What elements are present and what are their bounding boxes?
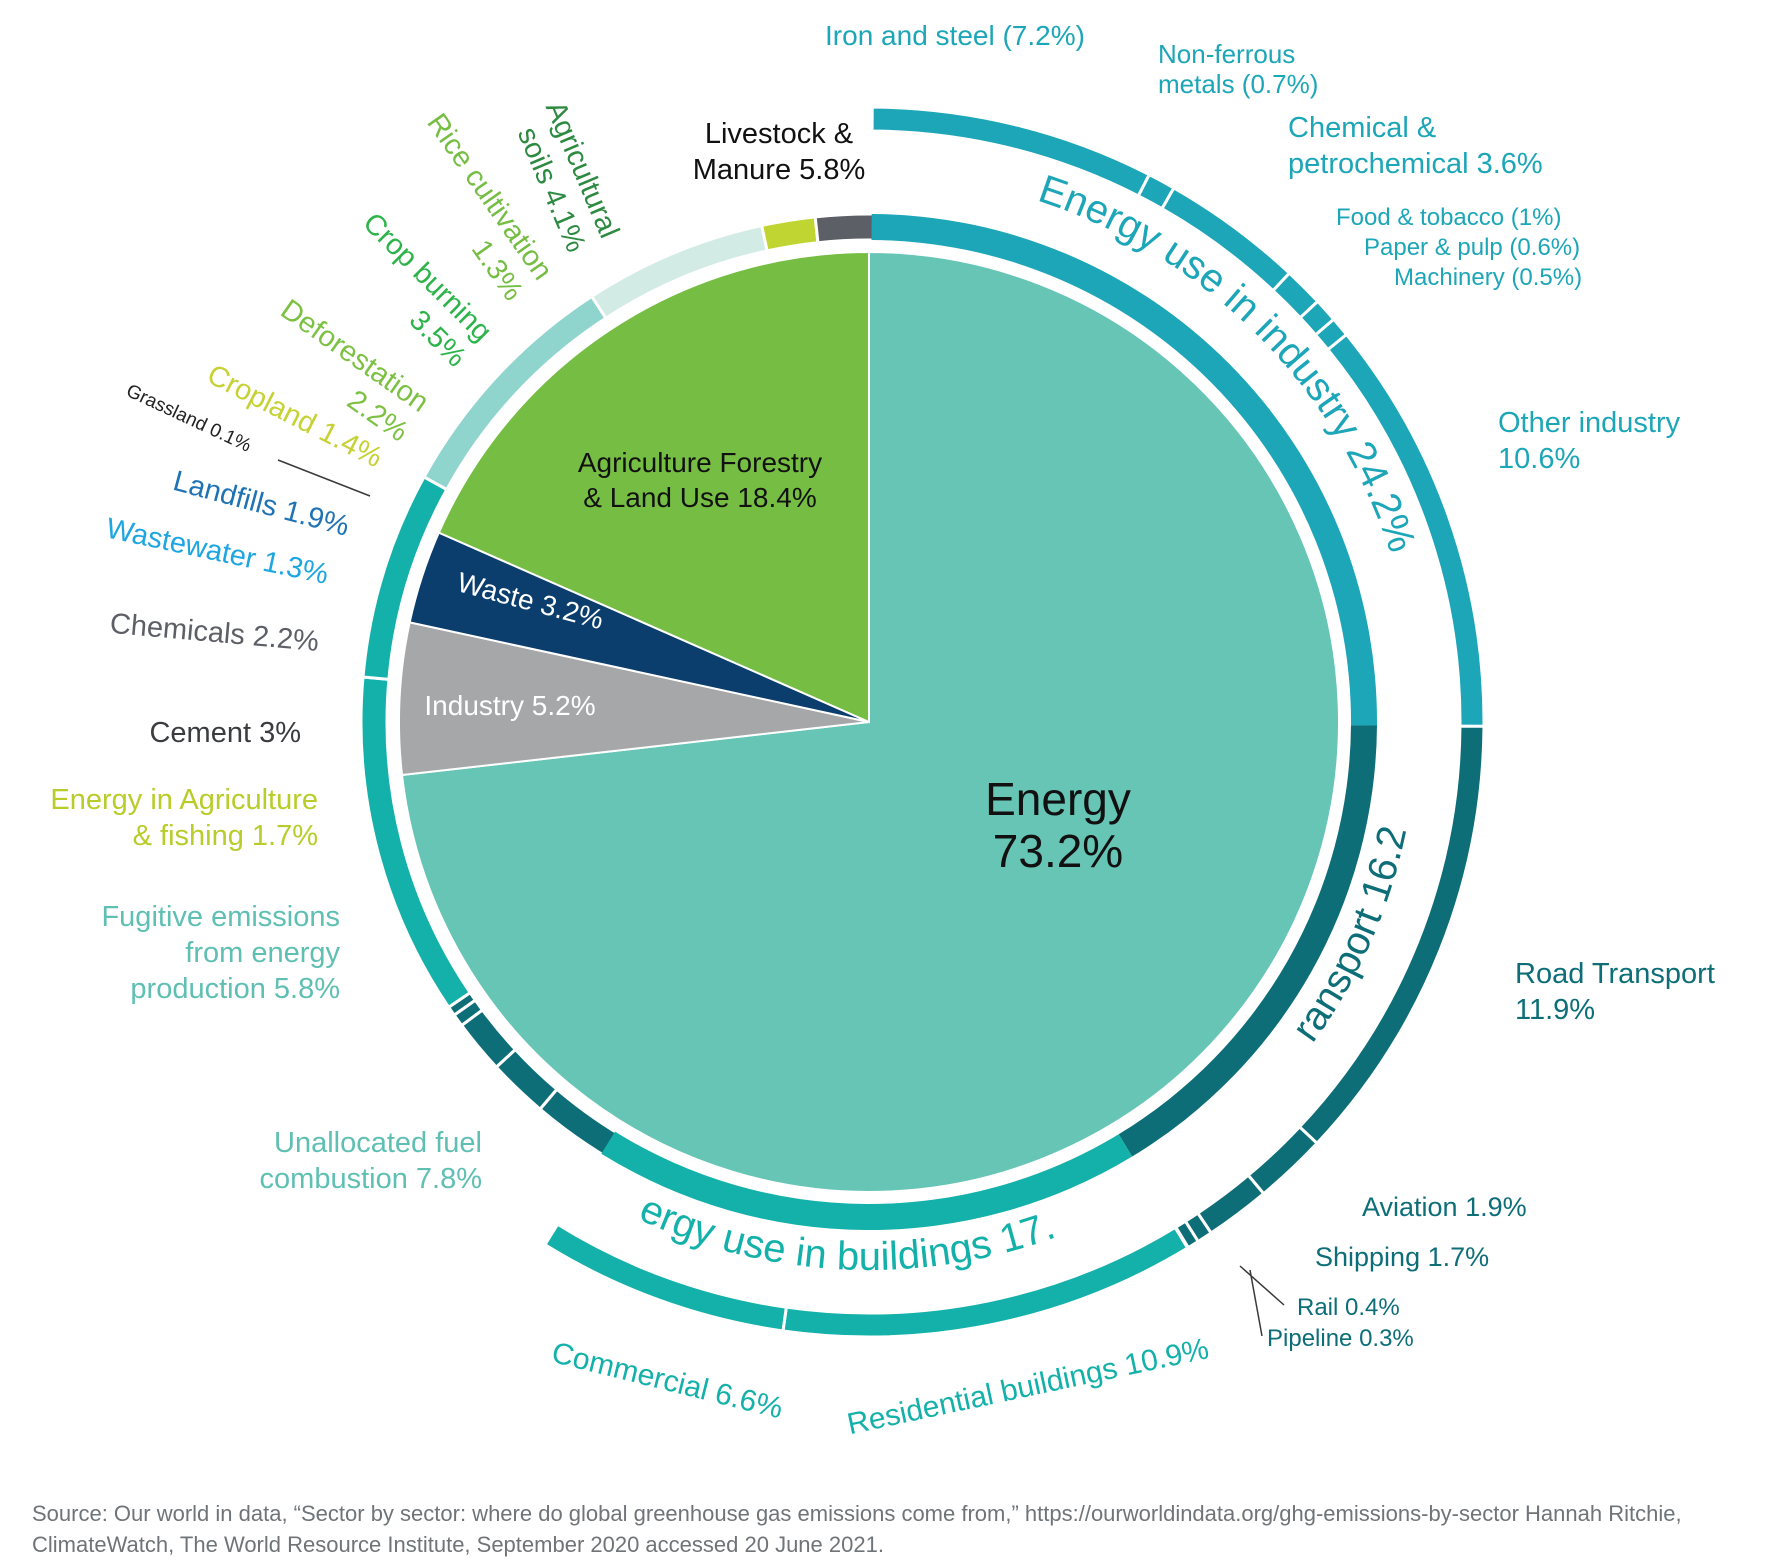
- sub-label-machinery-0-5: Machinery (0.5%): [1394, 264, 1582, 291]
- sub-label-shipping-1-7: Shipping 1.7%: [1315, 1242, 1489, 1272]
- sub-label-fugitive-emissions-from-energy-production-5-8: Fugitive emissions from energy production …: [101, 901, 340, 1005]
- sub-label-residential-buildings-10-9: Residential buildings 10.9%: [844, 1332, 1211, 1441]
- sub-label-aviation-1-9: Aviation 1.9%: [1362, 1192, 1527, 1222]
- pie-label-industry: Industry 5.2%: [424, 690, 595, 721]
- pie-label-agriculture: Agriculture Forestry & Land Use 18.4%: [578, 447, 822, 513]
- leader-line-layer: [277, 459, 1285, 1337]
- group-arc-layer: [542, 105, 1486, 1339]
- sub-label-rail-0-4: Rail 0.4%: [1297, 1294, 1400, 1321]
- pie-slice-industry: [398, 621, 870, 777]
- sub-label-road-transport-11-9: Road Transport 11.9%: [1515, 958, 1715, 1026]
- sub-label-unallocated-fuel-combustion-7-8: Unallocated fuel combustion 7.8%: [260, 1127, 482, 1195]
- pie-layer: [398, 250, 1341, 1193]
- group-band-energy-use-in-buildings: [601, 1131, 1133, 1230]
- sub-label-food-and-tobacco-1: Food & tobacco (1%): [1336, 204, 1561, 231]
- pie-slice-energy: [400, 250, 1341, 1193]
- sub-label-energy-in-agriculture-and-fishing-1-7: Energy in Agriculture & fishing 1.7%: [50, 784, 318, 852]
- pie-label-energy: Energy 73.2%: [985, 773, 1131, 877]
- pie-slice-agriculture-forestry-and-land-use: [437, 250, 870, 724]
- sub-label-livestock-and-manure-5-8: Livestock & Manure 5.8%: [693, 118, 866, 186]
- sub-label-cement-3: Cement 3%: [149, 717, 301, 749]
- sub-label-paper-and-pulp-0-6: Paper & pulp (0.6%): [1364, 234, 1580, 261]
- sub-label-pipeline-0-3: Pipeline 0.3%: [1267, 1325, 1414, 1352]
- sub-label-iron-and-steel-7-2: Iron and steel (7.2%): [825, 20, 1085, 51]
- sub-label-commercial-6-6: Commercial 6.6%: [548, 1336, 786, 1425]
- outer-segment-aviation-1-9: [1246, 1124, 1320, 1196]
- sub-label-other-industry-10-6: Other industry 10.6%: [1498, 407, 1681, 475]
- sub-label-chemical-and-petrochemical-3-6: Chemical & petrochemical 3.6%: [1288, 112, 1543, 180]
- sub-label-chemicals-2-2: Chemicals 2.2%: [109, 608, 321, 658]
- ring-segment-energy-in-agriculture-and-fishing-1-7: [759, 215, 820, 253]
- leader-line-grassland: [277, 459, 371, 497]
- leader-line-rail: [1239, 1265, 1285, 1306]
- outer-segment-commercial-6-6: [542, 1222, 789, 1333]
- leader-line-pipeline: [1249, 1269, 1263, 1337]
- outer-segment-shipping-1-7: [1195, 1173, 1266, 1236]
- sub-label-non-ferrous-metals-0-7: Non-ferrous metals (0.7%): [1158, 39, 1318, 99]
- outer-segment-iron-and-steel-7-2: [870, 105, 1152, 198]
- source-note: Source: Our world in data, “Sector by se…: [32, 1501, 1682, 1557]
- group-band-transport: [1118, 725, 1377, 1157]
